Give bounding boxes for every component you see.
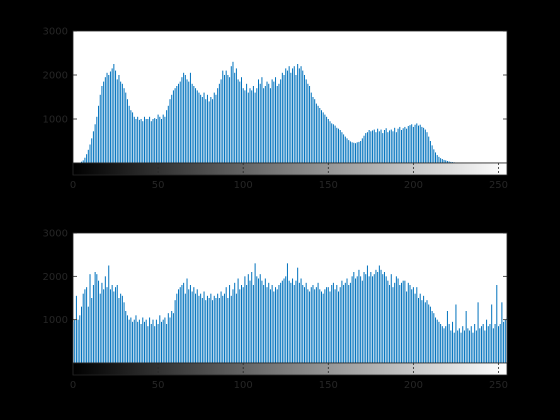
x-axis-top: 0 50 100 150 200 250: [70, 163, 508, 191]
x-tick-label-100: 100: [234, 380, 253, 391]
y-tick-label-2000: 2000: [43, 272, 68, 283]
x-tick-label-100: 100: [234, 180, 253, 191]
histogram-panel-top: 1000 2000 3000 0 50 100 150 200 250: [43, 27, 508, 192]
plot-area-top: [73, 31, 507, 163]
y-tick-label-3000: 3000: [43, 229, 68, 240]
colorbar-gradient-bottom: [72, 362, 508, 376]
x-tick-label-150: 150: [319, 380, 338, 391]
x-tick-label-200: 200: [404, 180, 423, 191]
y-tick-label-2000: 2000: [43, 71, 68, 82]
y-tick-label-3000: 3000: [43, 27, 68, 38]
x-tick-label-150: 150: [319, 180, 338, 191]
colorbar-gradient-top: [72, 162, 508, 176]
x-axis-bottom: 0 50 100 150 200 250: [70, 363, 508, 391]
x-tick-label-250: 250: [489, 180, 508, 191]
x-tick-label-0: 0: [70, 380, 76, 391]
x-tick-label-0: 0: [70, 180, 76, 191]
colorbar-bottom: [72, 362, 508, 376]
bars-bottom: [72, 263, 508, 363]
y-tick-label-1000: 1000: [43, 315, 68, 326]
y-axis-top: 1000 2000 3000: [43, 27, 507, 126]
x-tick-label-200: 200: [404, 380, 423, 391]
bars-top: [81, 61, 464, 163]
x-tick-label-50: 50: [152, 180, 165, 191]
x-tick-label-250: 250: [489, 380, 508, 391]
x-tick-label-50: 50: [152, 380, 165, 391]
histogram-panel-bottom: 1000 2000 3000 0 50 100 150 200 250: [43, 229, 508, 392]
plot-area-bottom: [73, 233, 507, 363]
y-tick-label-1000: 1000: [43, 115, 68, 126]
y-axis-bottom: 1000 2000 3000: [43, 229, 507, 326]
colorbar-top: [72, 162, 508, 176]
